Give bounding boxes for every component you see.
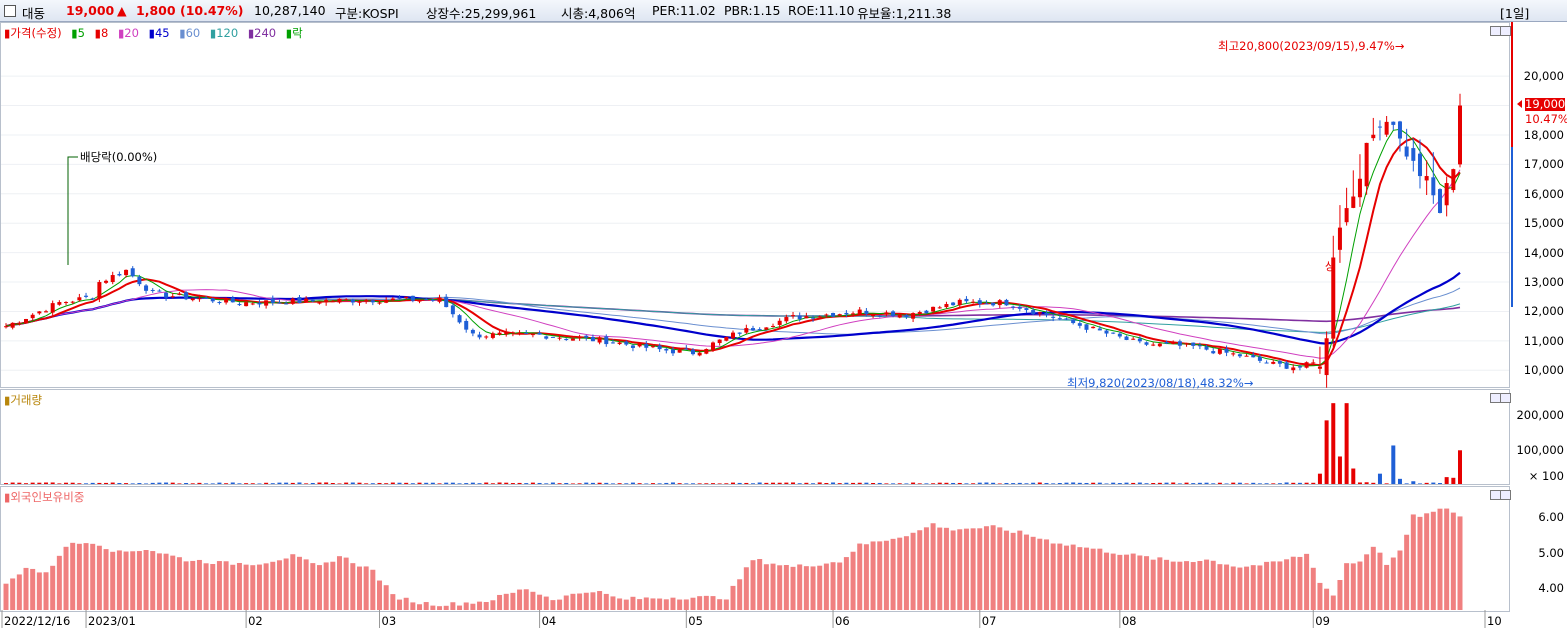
price-axis-tick: 12,000 (1523, 304, 1564, 319)
reserve-ratio: 유보율:1,211.38 (857, 6, 952, 21)
foreign-axis-tick: 6.00 (1538, 509, 1564, 524)
x-axis-tick: 2022/12/16 (4, 614, 71, 628)
ex-dividend-annotation: 배당락(0.00%) (80, 150, 158, 164)
volume-axis-tick: × 100 (1528, 469, 1564, 483)
x-axis-tick: 06 (835, 614, 850, 628)
volume-panel-maximize-button[interactable] (1500, 393, 1511, 403)
price-axis-tick: 20,000 (1523, 69, 1564, 84)
price-legend: ▮가격(수정) ▮5 ▮8 ▮20 ▮45 ▮60 ▮120 ▮240 ▮락 (4, 25, 309, 41)
current-change-tag: 10.47% (1525, 112, 1567, 126)
x-axis-tick: 07 (981, 614, 997, 628)
per-value: PER:11.02 (652, 3, 716, 18)
trade-volume: 10,287,140 (254, 3, 326, 18)
x-axis-tick: 04 (541, 614, 557, 628)
stock-header-bar: 대동 19,000 ▲ 1,800 (10.47%) 10,287,140 구분… (0, 0, 1567, 22)
x-axis-tick: 02 (248, 614, 263, 628)
high-price-annotation: 최고20,800(2023/09/15),9.47%→ (1218, 39, 1405, 53)
legend-ma120[interactable]: ▮120 (209, 26, 239, 40)
x-axis-tick: 2023/01 (88, 614, 136, 628)
volume-axis-tick: 100,000 (1516, 442, 1564, 457)
period-selector[interactable]: [1일] (1500, 6, 1530, 21)
limit-up-marker: 상 (1325, 260, 1336, 273)
price-panel-maximize-button[interactable] (1500, 26, 1511, 36)
volume-legend[interactable]: ▮거래량 (4, 393, 43, 407)
price-axis-tick: 14,000 (1523, 245, 1564, 260)
price-axis-tick: 18,000 (1523, 127, 1564, 142)
current-price-marker (1517, 100, 1522, 108)
price-axis-tick: 15,000 (1523, 216, 1564, 231)
price-axis-tick: 10,000 (1523, 363, 1564, 378)
current-price-tag: 19,000 (1525, 97, 1566, 111)
x-axis-tick: 05 (688, 614, 703, 628)
x-axis-tick: 09 (1315, 614, 1330, 628)
legend-price[interactable]: ▮가격(수정) (4, 26, 62, 40)
price-axis-tick: 13,000 (1523, 275, 1564, 290)
legend-ma45[interactable]: ▮45 (148, 26, 170, 40)
select-checkbox[interactable] (4, 5, 16, 17)
volume-panel[interactable] (0, 389, 1510, 485)
legend-ma20[interactable]: ▮20 (117, 26, 139, 40)
legend-ma240[interactable]: ▮240 (247, 26, 277, 40)
foreign-ownership-panel[interactable] (0, 486, 1510, 612)
current-price: 19,000 (66, 3, 115, 18)
legend-ma8[interactable]: ▮8 (94, 26, 109, 40)
foreign-axis-tick: 5.00 (1538, 545, 1564, 560)
legend-ma5[interactable]: ▮5 (71, 26, 85, 40)
foreign-legend[interactable]: ▮외국인보유비중 (4, 490, 85, 504)
market-cap: 시총:4,806억 (561, 6, 636, 21)
roe-value: ROE:11.10 (788, 3, 855, 18)
market-type: 구분:KOSPI (335, 6, 399, 21)
x-axis-tick: 08 (1121, 614, 1137, 628)
foreign-panel-maximize-button[interactable] (1500, 490, 1511, 500)
price-axis-tick: 17,000 (1523, 157, 1564, 172)
listed-shares: 상장수:25,299,961 (426, 6, 537, 21)
price-change-pct: (10.47%) (180, 3, 244, 18)
price-axis-tick: 11,000 (1523, 333, 1564, 348)
up-arrow-icon: ▲ (117, 3, 127, 18)
low-price-annotation: 최저9,820(2023/08/18),48.32%→ (1067, 376, 1254, 390)
legend-ex-dividend[interactable]: ▮락 (285, 26, 303, 40)
price-axis-tick: 16,000 (1523, 186, 1564, 201)
legend-ma60[interactable]: ▮60 (179, 26, 201, 40)
x-axis-tick: 03 (381, 614, 397, 628)
price-change: 1,800 (136, 3, 176, 18)
stock-name[interactable]: 대동 (22, 6, 46, 21)
foreign-axis-tick: 4.00 (1538, 581, 1564, 596)
volume-axis-tick: 200,000 (1516, 408, 1564, 423)
price-panel[interactable] (0, 22, 1510, 388)
pbr-value: PBR:1.15 (724, 3, 781, 18)
x-axis-tick: 10 (1487, 614, 1502, 628)
